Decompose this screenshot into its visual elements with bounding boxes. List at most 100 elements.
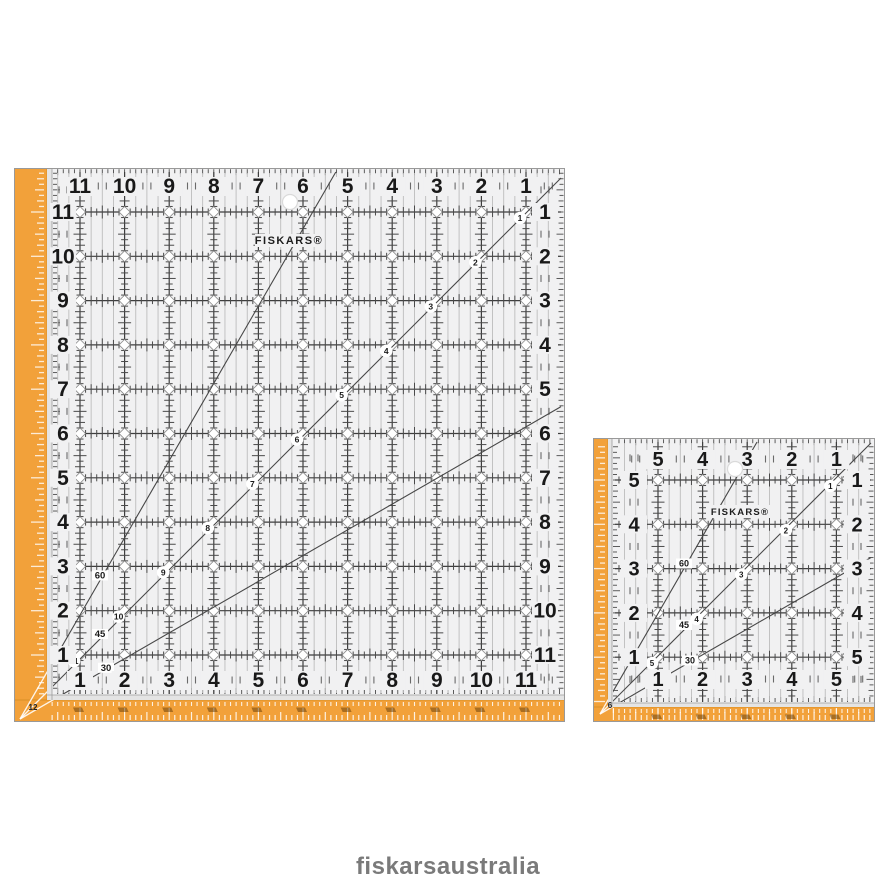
orange-edge-strips [14, 168, 565, 722]
svg-text:7: 7 [342, 669, 354, 692]
svg-text:1: 1 [518, 213, 523, 223]
svg-text:4: 4 [57, 511, 69, 534]
svg-text:1: 1 [628, 647, 639, 669]
hanging-hole [726, 460, 744, 478]
svg-text:5: 5 [650, 659, 655, 668]
svg-text:10: 10 [470, 669, 493, 692]
angle-label: 60 [679, 559, 689, 569]
large-ruler-graphic: 1234567891011126045301110987654321123456… [14, 168, 565, 722]
brand-footer-text: fiskarsaustralia [355, 853, 541, 880]
svg-text:5: 5 [253, 669, 265, 692]
svg-text:1: 1 [539, 201, 551, 224]
svg-text:3: 3 [851, 559, 862, 581]
svg-text:4: 4 [386, 175, 398, 198]
svg-text:3: 3 [539, 290, 551, 313]
small-quilting-ruler: 1 2 3 4 5 6 60 45 30 5 4 3 2 1 1 2 3 4 5 5 4 3 2 1 1 2 3 4 5 FISKARS® [593, 438, 875, 722]
svg-text:4: 4 [786, 669, 798, 691]
svg-text:9: 9 [161, 567, 166, 577]
svg-text:4: 4 [384, 346, 389, 356]
svg-text:3: 3 [428, 302, 433, 312]
svg-text:8: 8 [386, 669, 398, 692]
angle-label: 30 [685, 656, 695, 666]
svg-text:5: 5 [342, 175, 354, 198]
svg-text:9: 9 [539, 555, 551, 578]
svg-text:2: 2 [57, 600, 69, 623]
svg-text:4: 4 [628, 514, 640, 536]
svg-text:9: 9 [431, 669, 443, 692]
svg-text:10: 10 [114, 612, 124, 622]
svg-text:4: 4 [539, 334, 551, 357]
svg-text:4: 4 [697, 449, 709, 471]
svg-text:11: 11 [515, 669, 538, 692]
svg-text:1: 1 [828, 482, 833, 491]
svg-text:7: 7 [539, 467, 551, 490]
hanging-hole [281, 193, 299, 211]
svg-text:6: 6 [295, 435, 300, 445]
svg-text:3: 3 [742, 669, 753, 691]
svg-text:6: 6 [297, 669, 309, 692]
svg-text:1: 1 [831, 449, 842, 471]
svg-text:5: 5 [57, 467, 69, 490]
ruler-numbers: 11 10 9 8 7 6 5 4 3 2 11 2 3 4 5 6 7 8 9 10 1111109876543211… [50, 175, 558, 692]
angle-label: 30 [101, 663, 112, 674]
svg-text:2: 2 [851, 514, 862, 536]
fiskars-logo: FISKARS® [255, 235, 323, 247]
svg-text:7: 7 [250, 479, 255, 489]
svg-text:2: 2 [786, 449, 797, 471]
svg-text:11: 11 [534, 644, 557, 667]
svg-text:8: 8 [205, 523, 210, 533]
svg-text:8: 8 [208, 175, 220, 198]
svg-text:4: 4 [208, 669, 220, 692]
svg-text:1: 1 [520, 175, 532, 198]
svg-text:6: 6 [297, 175, 309, 198]
fiskars-logo: FISKARS® [711, 507, 769, 518]
svg-text:1: 1 [652, 669, 663, 691]
svg-text:2: 2 [119, 669, 131, 692]
svg-text:6: 6 [539, 423, 551, 446]
angle-label: 45 [679, 620, 689, 630]
angle-label: 45 [95, 629, 106, 640]
large-quilting-ruler: 1234567891011126045301110987654321123456… [14, 168, 565, 722]
svg-text:11: 11 [69, 175, 92, 198]
svg-text:5: 5 [831, 669, 842, 691]
svg-text:3: 3 [628, 559, 639, 581]
svg-text:7: 7 [253, 175, 265, 198]
svg-text:2: 2 [473, 257, 478, 267]
corner-number: 6 [608, 701, 613, 710]
angle-label: 60 [95, 570, 106, 581]
svg-text:5: 5 [539, 378, 551, 401]
svg-text:10: 10 [533, 600, 556, 623]
svg-text:2: 2 [539, 245, 551, 268]
svg-text:9: 9 [57, 290, 69, 313]
svg-text:8: 8 [539, 511, 551, 534]
svg-text:5: 5 [851, 647, 862, 669]
svg-text:1: 1 [57, 644, 69, 667]
svg-text:6: 6 [57, 423, 69, 446]
svg-text:2: 2 [628, 603, 639, 625]
svg-text:5: 5 [652, 449, 663, 471]
svg-text:8: 8 [57, 334, 69, 357]
svg-text:9: 9 [163, 175, 175, 198]
tick-marks [613, 439, 874, 702]
svg-text:3: 3 [163, 669, 175, 692]
svg-text:5: 5 [339, 390, 344, 400]
svg-text:4: 4 [694, 615, 699, 624]
svg-text:3: 3 [431, 175, 443, 198]
svg-text:2: 2 [784, 526, 789, 535]
svg-text:5: 5 [628, 470, 639, 492]
svg-text:1: 1 [851, 470, 862, 492]
svg-text:10: 10 [113, 175, 136, 198]
svg-text:10: 10 [51, 245, 74, 268]
svg-text:1: 1 [74, 669, 86, 692]
svg-text:3: 3 [57, 555, 69, 578]
svg-text:7: 7 [57, 378, 69, 401]
svg-text:3: 3 [739, 571, 744, 580]
svg-text:4: 4 [851, 603, 863, 625]
svg-text:11: 11 [52, 201, 75, 224]
svg-text:3: 3 [742, 449, 753, 471]
corner-number: 12 [29, 703, 38, 712]
